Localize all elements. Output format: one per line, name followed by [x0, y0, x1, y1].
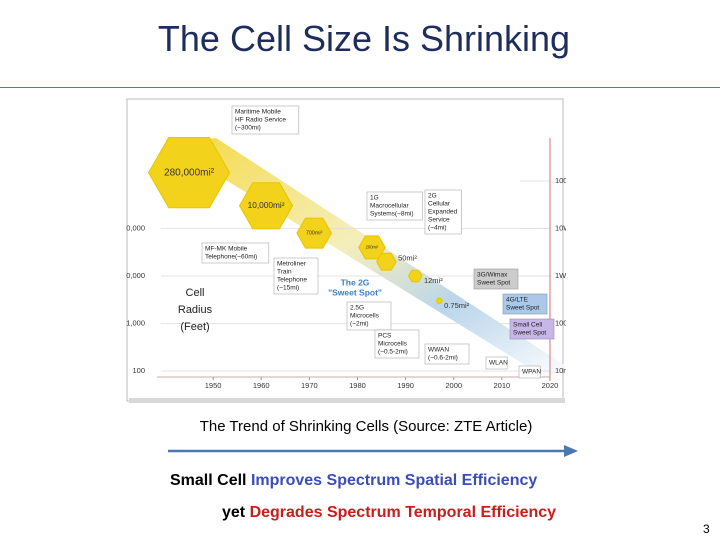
cell-hexagon: [407, 269, 423, 283]
callout-text: (~2mi): [350, 321, 369, 328]
callout-box: [473, 268, 519, 290]
statement: Small Cell Improves Spectrum Spatial Eff…: [170, 472, 537, 490]
y-axis-title: (Feet): [180, 321, 209, 333]
callout-text: Telephone: [277, 277, 307, 284]
callout-text: Service: [428, 217, 450, 224]
callout-text: 2.5G: [350, 305, 364, 312]
cell-hexagon: [376, 252, 397, 271]
y-tick-label: 10,000: [126, 271, 145, 280]
callout-text: (~4mi): [428, 225, 447, 232]
y-axis-title: Radius: [178, 304, 213, 316]
callout-box: [231, 105, 300, 135]
x-tick-label: 2010: [494, 381, 511, 390]
x-tick-label: 1950: [205, 381, 222, 390]
callout-text: (~0.5-2mi): [378, 349, 408, 356]
callout-text: Sweet Spot: [506, 305, 539, 312]
statement: yet Degrades Spectrum Temporal Efficienc…: [222, 504, 556, 522]
callout-text: MF-MK Mobile: [205, 246, 248, 253]
cell-area-label: 10,000mi²: [248, 200, 285, 210]
y2-tick-label: 10Watts: [555, 223, 566, 232]
callout-text: Maritime Mobile: [235, 109, 281, 116]
x-tick-label: 2020: [542, 381, 559, 390]
cell-area-label: 280,000mi²: [164, 167, 215, 178]
cell-area-label: 50mi²: [398, 254, 417, 263]
callout-text: Telephone(~60mi): [205, 254, 257, 261]
callout-text: 1G: [370, 195, 379, 202]
x-tick-label: 1990: [397, 381, 414, 390]
cell-area-label: 0.75mi²: [444, 301, 470, 310]
text: Degrades: [249, 504, 323, 521]
callout-box: [502, 293, 548, 315]
callout-text: Microcells: [350, 313, 380, 320]
callout-box: [273, 257, 319, 295]
callout-text: 3G/Wimax: [477, 272, 508, 279]
y2-tick-label: 100mW: [555, 318, 566, 327]
arrow: [168, 445, 578, 457]
cell-hexagon: [147, 137, 231, 209]
highlight-text: "Sweet Spot": [328, 287, 382, 297]
cell-area-label: 200mi²: [366, 244, 379, 249]
callout-box: [509, 318, 555, 340]
y2-tick-label: 1Watts: [555, 271, 566, 280]
page-number: 3: [703, 522, 710, 536]
callout-text: Expanded: [428, 209, 458, 216]
text: yet: [222, 504, 246, 521]
cell-hexagon: [296, 217, 333, 249]
callout-box: [424, 189, 462, 235]
y2-tick-label: 100Watts: [555, 176, 566, 185]
callout-text: Microcells: [378, 341, 408, 348]
callout-text: Sweet Spot: [513, 330, 546, 337]
text: Small Cell: [170, 472, 247, 489]
highlight-text: The 2G: [341, 277, 370, 287]
caption: The Trend of Shrinking Cells (Source: ZT…: [199, 418, 533, 435]
callout-text: Metroliner: [277, 261, 307, 268]
callout-text: Train: [277, 269, 292, 276]
slide-title: The Cell Size Is Shrinking: [157, 18, 571, 59]
callout-box: [485, 356, 508, 370]
callout-box: [201, 242, 270, 264]
callout-box: [374, 329, 420, 359]
x-tick-label: 1970: [301, 381, 318, 390]
callout-text: (~15mi): [277, 285, 299, 292]
callout-text: (~0.6-2mi): [428, 355, 458, 362]
callout-box: [346, 301, 392, 331]
cell-hexagon: [238, 182, 294, 230]
callout-text: (~300mi): [235, 125, 261, 132]
title-rule: [0, 87, 720, 88]
text: Spectrum Spatial Efficiency: [326, 472, 538, 489]
callout-text: Small Cell: [513, 322, 543, 329]
callout-text: PCS: [378, 333, 392, 340]
y-tick-label: 1,000: [126, 318, 145, 327]
y2-tick-label: 10mW: [555, 366, 566, 375]
cell-area-label: 700mi²: [306, 231, 323, 237]
callout-text: WLAN: [489, 360, 508, 367]
y-tick-label: 100: [132, 366, 145, 375]
callout-text: Macrocellular: [370, 203, 409, 210]
x-tick-label: 2000: [445, 381, 462, 390]
callout-text: Systems(~8mi): [370, 211, 414, 218]
callout-box: [518, 365, 541, 379]
callout-text: Sweet Spot: [477, 280, 510, 287]
callout-box: [424, 343, 470, 365]
y-tick-label: 100,000: [126, 223, 145, 232]
x-tick-label: 1980: [349, 381, 366, 390]
chart: 100 1,000 10,000 100,000 10mW 100mW 1Watts 10Wa…: [126, 98, 566, 403]
callout-text: 2G: [428, 193, 437, 200]
figure-shadow: [129, 398, 565, 403]
x-tick-label: 1960: [253, 381, 270, 390]
callout-box: [366, 191, 423, 221]
callout-text: 4G/LTE: [506, 297, 529, 304]
cell-area-label: 12mi²: [424, 276, 443, 285]
arrow-head: [564, 445, 578, 457]
callout-text: Cellular: [428, 201, 451, 208]
text: Improves: [250, 472, 323, 489]
callout-text: WWAN: [428, 347, 449, 354]
text: Spectrum Temporal Efficiency: [326, 504, 557, 521]
callout-text: WPAN: [522, 369, 541, 376]
callout-text: HF Radio Service: [235, 117, 286, 124]
y-axis-title: Cell: [186, 287, 205, 299]
cell-hexagon: [435, 297, 443, 304]
